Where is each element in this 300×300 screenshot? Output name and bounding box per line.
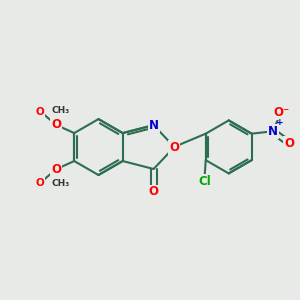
Text: CH₃: CH₃ — [52, 106, 70, 115]
Text: O: O — [35, 106, 44, 117]
Text: O: O — [51, 118, 61, 131]
Text: +: + — [275, 118, 283, 127]
Text: O: O — [51, 163, 61, 176]
Text: N: N — [148, 118, 159, 132]
Text: O: O — [284, 136, 294, 150]
Text: O: O — [35, 178, 44, 188]
Text: CH₃: CH₃ — [52, 179, 70, 188]
Text: O: O — [169, 141, 179, 154]
Text: O⁻: O⁻ — [273, 106, 289, 119]
Text: O: O — [148, 185, 159, 199]
Text: Cl: Cl — [198, 175, 211, 188]
Text: N: N — [268, 125, 278, 138]
